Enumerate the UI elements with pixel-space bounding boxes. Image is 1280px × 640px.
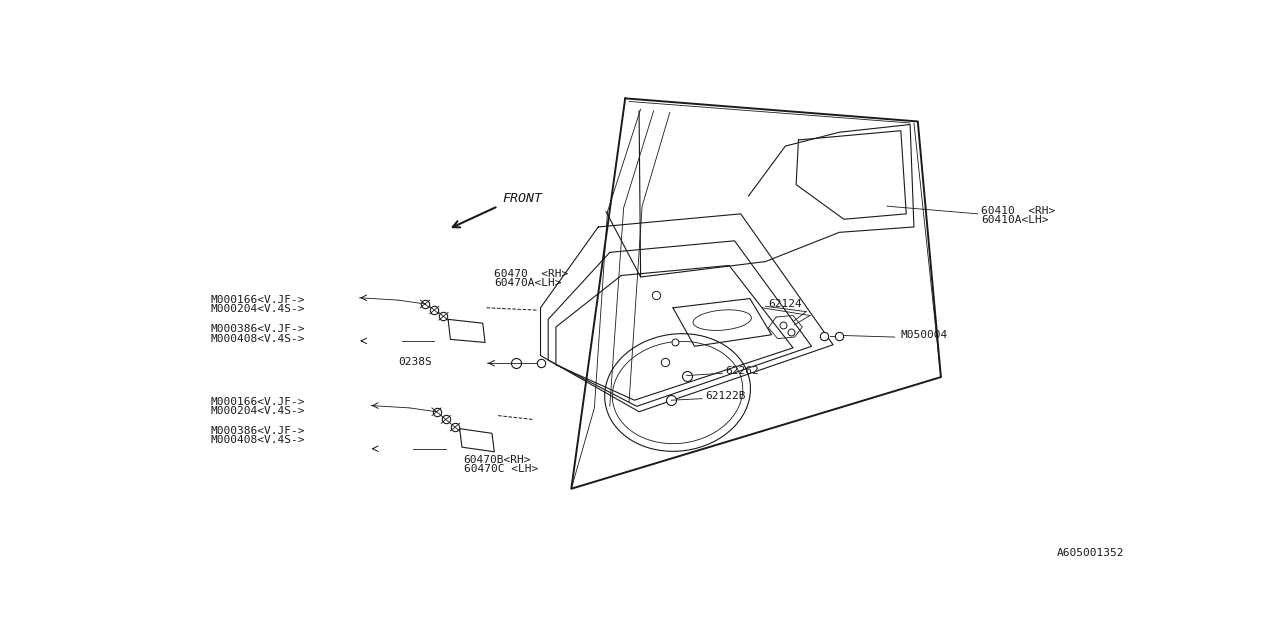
Text: 60470  <RH>: 60470 <RH> — [494, 269, 568, 279]
Text: 60470A<LH>: 60470A<LH> — [494, 278, 562, 288]
Text: M000408<V.4S->: M000408<V.4S-> — [211, 333, 306, 344]
Text: 0238S: 0238S — [398, 356, 431, 367]
Text: 62124: 62124 — [768, 299, 803, 309]
Text: M000386<V.JF->: M000386<V.JF-> — [211, 426, 306, 436]
Text: M000204<V.4S->: M000204<V.4S-> — [211, 406, 306, 416]
Text: M000386<V.JF->: M000386<V.JF-> — [211, 324, 306, 334]
Text: 60410  <RH>: 60410 <RH> — [980, 206, 1055, 216]
Text: M050004: M050004 — [901, 330, 948, 340]
Text: 62262: 62262 — [726, 366, 759, 376]
Text: 60410A<LH>: 60410A<LH> — [980, 215, 1048, 225]
Text: M000408<V.4S->: M000408<V.4S-> — [211, 435, 306, 445]
Text: M000204<V.4S->: M000204<V.4S-> — [211, 305, 306, 314]
Text: A605001352: A605001352 — [1057, 548, 1124, 557]
Text: M000166<V.JF->: M000166<V.JF-> — [211, 295, 306, 305]
Text: FRONT: FRONT — [502, 191, 541, 205]
Text: 60470C <LH>: 60470C <LH> — [463, 465, 538, 474]
Text: 62122B: 62122B — [705, 391, 746, 401]
Text: M000166<V.JF->: M000166<V.JF-> — [211, 397, 306, 407]
Text: 60470B<RH>: 60470B<RH> — [463, 455, 531, 465]
